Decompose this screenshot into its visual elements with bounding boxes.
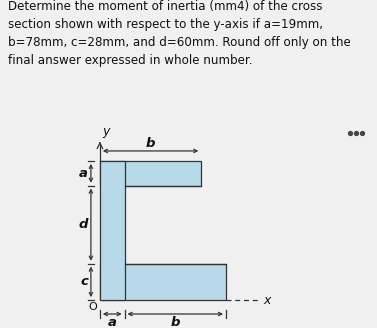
Text: c: c (80, 275, 88, 288)
Bar (100, 161, 201, 186)
Text: a: a (79, 167, 88, 180)
Text: y: y (102, 125, 109, 138)
Text: b: b (146, 137, 155, 150)
Text: a: a (108, 316, 117, 328)
Bar (100, 264, 226, 300)
Bar (100, 161, 124, 300)
Text: d: d (78, 218, 88, 231)
Text: x: x (263, 294, 270, 306)
Text: Determine the moment of inertia (mm4) of the cross
section shown with respect to: Determine the moment of inertia (mm4) of… (8, 0, 350, 67)
Text: O: O (88, 302, 97, 312)
Text: b: b (170, 316, 180, 328)
